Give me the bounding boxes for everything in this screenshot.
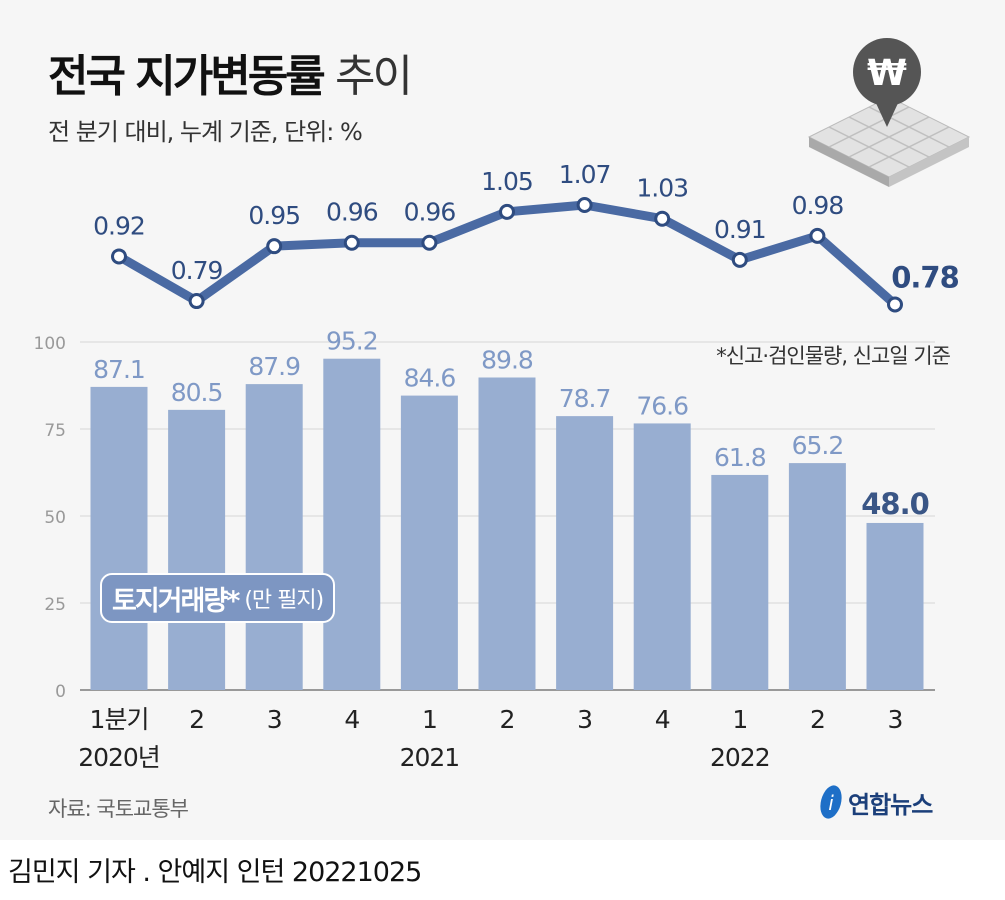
x-tick-label: 3 — [577, 705, 592, 734]
bar-value-label: 89.8 — [481, 345, 533, 374]
svg-text:₩: ₩ — [867, 53, 907, 94]
x-tick-label: 2 — [500, 705, 515, 734]
line-value-label: 1.07 — [559, 160, 611, 189]
legend-main: 토지거래량* — [112, 585, 240, 617]
line-value-label: 0.96 — [404, 198, 456, 227]
line-value-label: 0.96 — [326, 198, 378, 227]
svg-text:i: i — [828, 791, 834, 815]
bar-value-label: 48.0 — [861, 487, 929, 521]
bar-value-label: 61.8 — [714, 443, 766, 472]
line-value-label: 0.78 — [891, 260, 959, 294]
bar — [633, 423, 691, 690]
x-tick-label: 4 — [655, 705, 670, 734]
x-tick-label: 2 — [189, 705, 204, 734]
line-point — [499, 203, 515, 220]
year-label: 2021 — [400, 743, 460, 772]
bar-value-label: 87.1 — [93, 355, 145, 384]
title-light: 추이 — [335, 51, 413, 102]
x-tick-label: 2 — [810, 705, 825, 734]
line-point — [887, 296, 903, 313]
x-tick-label: 1 — [422, 705, 437, 734]
bar — [323, 358, 381, 690]
line-value-label: 0.92 — [93, 211, 145, 240]
x-tick-label: 3 — [888, 705, 903, 734]
line-value-label: 0.95 — [248, 201, 300, 230]
x-tick-label: 1분기 — [90, 705, 149, 734]
bar — [866, 522, 924, 690]
byline: 김민지 기자 . 안예지 인턴 20221025 — [8, 857, 422, 888]
y-tick-label: 25 — [44, 595, 66, 615]
line-value-label: 0.79 — [171, 256, 223, 285]
y-tick-label: 75 — [44, 421, 66, 441]
bar-value-label: 95.2 — [326, 327, 378, 356]
x-tick-label: 1 — [732, 705, 747, 734]
line-point — [731, 251, 748, 268]
bar — [400, 395, 458, 690]
line-point — [421, 234, 438, 251]
page-title: 전국 지가변동률 추이 — [48, 40, 413, 104]
bar — [478, 377, 536, 690]
bar-value-label: 76.6 — [636, 391, 688, 420]
x-tick-label: 3 — [267, 705, 282, 734]
bar-value-label: 87.9 — [248, 352, 300, 381]
bar-value-label: 78.7 — [559, 384, 611, 413]
bar-value-label: 65.2 — [792, 431, 844, 460]
chart-svg: 0 25 50 75 100 87.1 1분기 80.5 2 87.9 3 95.2 4 84.6 1 89.… — [34, 160, 960, 772]
title-bold: 전국 지가변동률 — [48, 51, 326, 102]
bar — [168, 409, 226, 690]
line-point — [111, 248, 127, 265]
line-series — [116, 200, 898, 308]
line-value-label: 0.98 — [792, 191, 844, 220]
source: 자료: 국토교통부 — [48, 797, 189, 821]
year-label: 2020년 — [78, 743, 160, 772]
line-value-label: 1.05 — [481, 167, 533, 196]
won-map-pin-icon: ₩ — [807, 38, 971, 187]
legend-unit: (만 필지) — [244, 588, 324, 613]
logo-text: 연합뉴스 — [848, 790, 933, 819]
y-tick-label: 0 — [55, 682, 66, 702]
line-point — [188, 293, 205, 310]
subtitle: 전 분기 대비, 누계 기준, 단위: % — [48, 118, 363, 146]
year-label: 2022 — [710, 743, 770, 772]
line-point — [343, 234, 360, 251]
line-value-label: 1.03 — [636, 174, 688, 203]
bar-value-label: 84.6 — [404, 364, 456, 393]
bar — [556, 416, 614, 690]
yonhap-logo-icon: i — [820, 785, 842, 819]
line-point — [576, 197, 593, 213]
bar — [788, 463, 846, 690]
line-point — [654, 210, 671, 227]
x-tick-label: 4 — [344, 705, 359, 734]
bar — [245, 384, 303, 690]
footnote: *신고·검인물량, 신고일 기준 — [716, 344, 951, 368]
line-point — [809, 227, 826, 244]
bar — [90, 386, 148, 690]
y-tick-label: 50 — [44, 508, 66, 528]
bar-legend: 토지거래량* (만 필지) — [100, 573, 336, 623]
y-tick-label: 100 — [34, 334, 66, 354]
bar-value-label: 80.5 — [171, 378, 223, 407]
bar — [711, 474, 769, 690]
line-value-label: 0.91 — [714, 215, 766, 244]
line-point — [266, 238, 283, 255]
yonhap-logo: i 연합뉴스 — [818, 782, 933, 822]
